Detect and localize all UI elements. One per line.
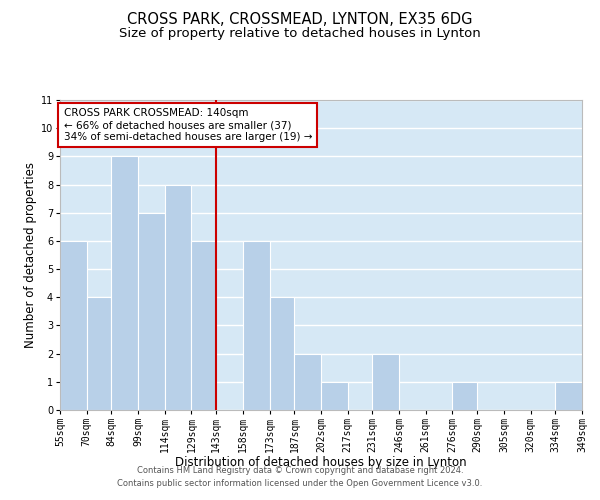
Text: Size of property relative to detached houses in Lynton: Size of property relative to detached ho… [119,28,481,40]
Bar [138,212,165,410]
Bar [60,241,86,410]
Bar [321,382,347,410]
Text: CROSS PARK CROSSMEAD: 140sqm
← 66% of detached houses are smaller (37)
34% of se: CROSS PARK CROSSMEAD: 140sqm ← 66% of de… [64,108,312,142]
X-axis label: Distribution of detached houses by size in Lynton: Distribution of detached houses by size … [175,456,467,469]
Bar [373,354,399,410]
Bar [556,382,582,410]
Bar [295,354,321,410]
Text: Contains HM Land Registry data © Crown copyright and database right 2024.
Contai: Contains HM Land Registry data © Crown c… [118,466,482,487]
Bar [243,241,269,410]
Bar [86,298,112,410]
Y-axis label: Number of detached properties: Number of detached properties [23,162,37,348]
Bar [112,156,138,410]
Bar [269,298,295,410]
Bar [191,241,216,410]
Bar [452,382,477,410]
Text: CROSS PARK, CROSSMEAD, LYNTON, EX35 6DG: CROSS PARK, CROSSMEAD, LYNTON, EX35 6DG [127,12,473,28]
Bar [165,184,191,410]
